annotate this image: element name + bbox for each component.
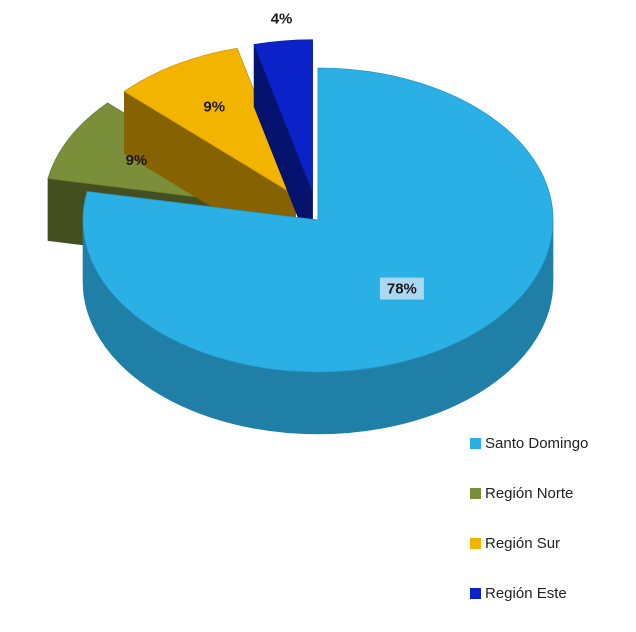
pie-slice-region-este bbox=[253, 39, 313, 254]
pie-chart-svg: 78% 9% 9% 4% bbox=[47, 10, 554, 435]
legend-item: Santo Domingo bbox=[470, 432, 636, 454]
legend-label: Región Norte bbox=[485, 484, 574, 502]
legend-label: Región Este bbox=[485, 584, 567, 602]
legend-label: Santo Domingo bbox=[485, 434, 589, 452]
chart-legend: Santo Domingo Región Norte Región Sur Re… bbox=[470, 432, 636, 632]
legend-swatch-region-norte bbox=[470, 487, 481, 499]
data-label-region-sur: 9% bbox=[203, 99, 225, 116]
data-label-region-este: 4% bbox=[271, 10, 293, 27]
legend-item: Región Sur bbox=[470, 532, 636, 554]
pie-slice-santo-domingo bbox=[82, 67, 554, 435]
data-label-region-norte: 9% bbox=[126, 152, 148, 169]
legend-item: Región Este bbox=[470, 582, 636, 604]
legend-swatch-region-sur bbox=[470, 537, 481, 549]
pie-chart: 78% 9% 9% 4% Santo Domingo Región Norte Reg… bbox=[47, 10, 588, 602]
legend-label: Región Sur bbox=[485, 534, 561, 552]
legend-swatch-santo-domingo bbox=[470, 437, 481, 449]
data-label-bg bbox=[379, 277, 424, 300]
legend-swatch-region-este bbox=[470, 587, 481, 599]
data-label-santo-domingo: 78% bbox=[387, 281, 417, 298]
legend-item: Región Norte bbox=[470, 482, 636, 504]
